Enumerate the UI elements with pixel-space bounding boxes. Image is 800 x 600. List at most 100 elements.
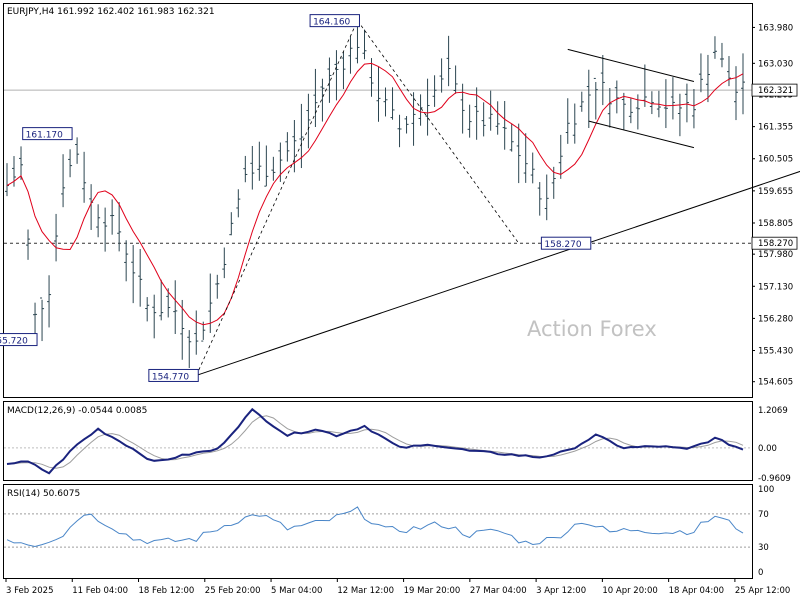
rsi-tick-label: 0 bbox=[758, 568, 763, 578]
price-bar bbox=[320, 78, 325, 122]
price-bar bbox=[677, 93, 682, 137]
price-bar bbox=[516, 123, 521, 184]
price-bar bbox=[68, 149, 73, 178]
x-tick-label: 5 Mar 04:00 bbox=[271, 586, 322, 596]
macd-line bbox=[6, 407, 744, 475]
price-bar bbox=[411, 92, 416, 146]
price-bar bbox=[194, 310, 199, 355]
price-bar bbox=[404, 116, 409, 134]
price-bar bbox=[341, 51, 346, 90]
price-bar bbox=[103, 207, 108, 252]
price-bar bbox=[61, 154, 66, 208]
price-bar bbox=[741, 53, 745, 115]
price-bar bbox=[586, 69, 591, 128]
price-bar bbox=[271, 156, 276, 181]
axis-layer: 163.980163.030162.205161.355160.505159.6… bbox=[5, 23, 798, 596]
price-bar bbox=[348, 36, 353, 74]
rsi-tick-label: 100 bbox=[758, 485, 774, 495]
price-bar bbox=[558, 134, 563, 179]
price-bar bbox=[712, 36, 717, 59]
swing-label-box bbox=[22, 127, 73, 141]
price-tick-label: 156.280 bbox=[758, 314, 793, 324]
swing-label-box bbox=[0, 333, 38, 347]
price-bar bbox=[215, 274, 220, 299]
rsi-layer bbox=[4, 506, 752, 548]
price-tick-label: 160.505 bbox=[758, 155, 793, 165]
x-tick-label: 3 Apr 12:00 bbox=[536, 586, 586, 596]
swing-label-box bbox=[148, 368, 199, 382]
price-bar bbox=[418, 94, 423, 126]
macd-panel-frame bbox=[3, 401, 753, 481]
price-bar bbox=[131, 245, 136, 304]
current-price-box bbox=[751, 83, 798, 97]
price-bar bbox=[453, 65, 458, 94]
price-tick-label: 157.980 bbox=[758, 250, 793, 260]
x-tick-label: 27 Mar 04:00 bbox=[470, 586, 527, 596]
price-bar bbox=[75, 137, 80, 164]
price-layer: 164.160 161.170 155.720 154.770 158.270 bbox=[0, 14, 800, 382]
rsi-tick-label: 30 bbox=[758, 543, 769, 553]
price-bar bbox=[705, 54, 710, 103]
price-bar bbox=[257, 141, 262, 181]
price-tick-label: 155.430 bbox=[758, 347, 793, 357]
price-bar bbox=[663, 79, 668, 129]
x-tick-label: 12 Mar 12:00 bbox=[337, 586, 394, 596]
price-bar bbox=[600, 55, 605, 106]
price-bar bbox=[467, 104, 472, 138]
x-tick-label: 10 Apr 20:00 bbox=[602, 586, 657, 596]
price-bar bbox=[117, 202, 122, 252]
price-bar bbox=[537, 182, 542, 216]
x-tick-label: 19 Mar 20:00 bbox=[404, 586, 461, 596]
price-bar bbox=[530, 152, 535, 184]
price-bar bbox=[26, 229, 31, 260]
price-bar bbox=[439, 58, 444, 93]
price-bar bbox=[362, 29, 367, 60]
price-bar bbox=[229, 212, 234, 236]
price-bar bbox=[579, 91, 584, 112]
price-bar bbox=[691, 88, 696, 129]
moving-average-line bbox=[6, 62, 744, 326]
x-tick-label: 11 Feb 04:00 bbox=[72, 586, 128, 596]
price-bar bbox=[355, 25, 360, 64]
price-bar bbox=[40, 297, 45, 342]
macd-tick-label: 0.00 bbox=[758, 444, 777, 454]
x-tick-label: 25 Feb 20:00 bbox=[205, 586, 261, 596]
price-tick-label: 159.655 bbox=[758, 187, 793, 197]
price-bar bbox=[54, 213, 59, 262]
x-tick-label: 18 Apr 04:00 bbox=[669, 586, 724, 596]
price-bar bbox=[285, 132, 290, 162]
price-bar bbox=[327, 57, 332, 103]
price-bar bbox=[572, 103, 577, 144]
price-bar bbox=[222, 247, 227, 279]
price-bar bbox=[145, 297, 150, 322]
price-panel-frame bbox=[3, 3, 753, 398]
watermark: Action Forex bbox=[527, 317, 657, 341]
support-price-label: 158.270 bbox=[758, 239, 793, 249]
price-bar bbox=[488, 90, 493, 131]
price-bar bbox=[236, 189, 241, 218]
support-price-box bbox=[751, 236, 798, 250]
price-tick-label: 161.355 bbox=[758, 123, 793, 133]
rising-trendline bbox=[196, 170, 800, 376]
macd-tick-label: 1.2069 bbox=[758, 406, 788, 416]
price-bar bbox=[369, 58, 374, 97]
price-bar bbox=[159, 279, 164, 321]
swing-label-box bbox=[309, 14, 360, 28]
price-bar bbox=[495, 101, 500, 135]
price-bar bbox=[96, 204, 101, 238]
price-bar bbox=[523, 133, 528, 183]
price-bar bbox=[138, 249, 143, 307]
price-bar bbox=[614, 80, 619, 114]
channel-line bbox=[567, 48, 695, 82]
price-bar bbox=[334, 50, 339, 101]
rsi-tick-label: 70 bbox=[758, 510, 769, 520]
price-bar bbox=[544, 174, 549, 221]
macd-layer bbox=[4, 407, 752, 475]
price-bar bbox=[166, 288, 171, 318]
price-bar bbox=[502, 100, 507, 150]
price-bar bbox=[719, 42, 724, 68]
price-bar bbox=[152, 294, 157, 339]
price-bar bbox=[425, 78, 430, 136]
price-bar bbox=[82, 151, 87, 203]
